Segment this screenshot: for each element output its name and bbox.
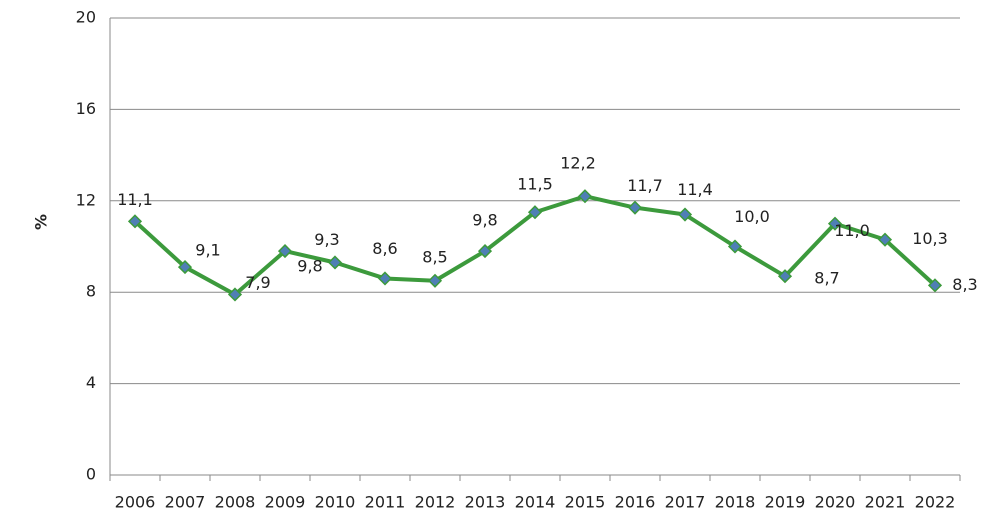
x-tick-label: 2007 [165,493,206,512]
marker [677,207,693,222]
x-tick-label: 2017 [665,493,706,512]
x-tick-label: 2006 [115,493,156,512]
x-tick-label: 2012 [415,493,456,512]
marker [377,271,393,286]
x-tick-label: 2011 [365,493,406,512]
marker [127,214,143,229]
x-tick-label: 2020 [815,493,856,512]
data-label: 7,9 [245,273,270,292]
y-axis-label: % [32,214,51,230]
y-tick-label: 8 [86,282,96,301]
x-tick-label: 2015 [565,493,606,512]
x-tick-label: 2016 [615,493,656,512]
x-tick-label: 2008 [215,493,256,512]
data-label: 11,5 [517,175,553,194]
marker [477,244,493,259]
x-tick-label: 2019 [765,493,806,512]
marker [327,255,343,270]
data-label: 9,3 [314,230,339,249]
marker [627,200,643,215]
y-tick-label: 0 [86,465,96,484]
data-label: 8,3 [952,275,977,294]
marker [577,189,593,204]
y-tick-label: 20 [76,8,96,27]
marker [727,239,743,254]
data-label: 8,6 [372,239,397,258]
data-label: 9,1 [195,241,220,260]
data-label: 8,5 [422,247,447,266]
y-tick-label: 16 [76,99,96,118]
x-tick-label: 2018 [715,493,756,512]
x-tick-label: 2009 [265,493,306,512]
marker [927,278,943,293]
marker [827,216,843,231]
data-label: 11,0 [834,221,870,240]
data-label: 9,8 [297,257,322,276]
data-label: 8,7 [814,269,839,288]
y-tick-label: 12 [76,190,96,209]
marker [527,205,543,220]
marker [227,287,243,302]
x-tick-label: 2021 [865,493,906,512]
marker [427,273,443,288]
y-tick-label: 4 [86,373,96,392]
data-label: 11,7 [627,176,663,195]
data-label: 9,8 [472,211,497,230]
marker [177,260,193,275]
marker [277,244,293,259]
x-tick-label: 2013 [465,493,506,512]
data-label: 12,2 [560,154,596,173]
x-tick-label: 2022 [915,493,956,512]
data-label: 11,4 [677,180,713,199]
x-tick-label: 2010 [315,493,356,512]
marker [877,232,893,247]
x-tick-label: 2014 [515,493,556,512]
marker [777,269,793,284]
data-label: 10,0 [734,207,770,226]
data-label: 10,3 [912,229,948,248]
data-label: 11,1 [117,190,153,209]
